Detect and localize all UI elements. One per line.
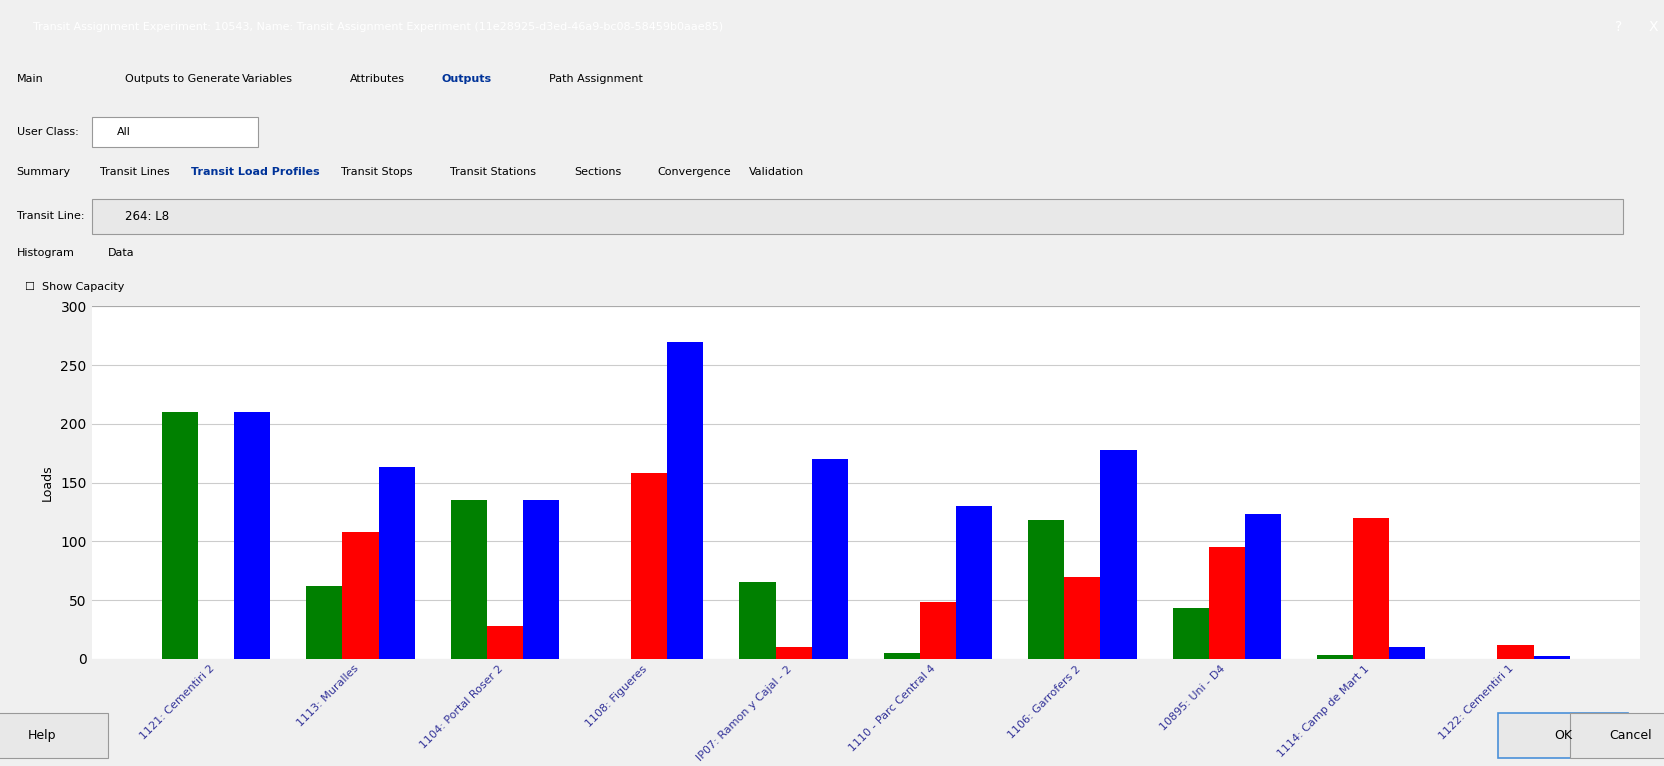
Text: Transit Line:: Transit Line: — [17, 211, 85, 221]
Bar — [235, 412, 270, 659]
Bar — [1063, 577, 1100, 659]
Bar — [810, 459, 847, 659]
Text: Outputs to Generate: Outputs to Generate — [125, 74, 240, 84]
FancyBboxPatch shape — [1498, 712, 1627, 758]
Text: X: X — [1647, 20, 1657, 34]
FancyBboxPatch shape — [92, 199, 1622, 234]
Text: Cancel: Cancel — [1609, 729, 1651, 741]
Text: Sections: Sections — [574, 167, 621, 177]
Text: Validation: Validation — [749, 167, 804, 177]
Text: Transit Stops: Transit Stops — [341, 167, 413, 177]
Text: Help: Help — [27, 729, 57, 741]
FancyBboxPatch shape — [0, 712, 108, 758]
Bar — [1208, 547, 1245, 659]
Bar — [1496, 645, 1533, 659]
Text: OK: OK — [1554, 729, 1571, 741]
Bar — [161, 412, 198, 659]
Text: Histogram: Histogram — [17, 248, 75, 258]
Text: Transit Assignment Experiment: 10543, Name: Transit Assignment Experiment (11e28: Transit Assignment Experiment: 10543, Na… — [33, 21, 722, 32]
FancyBboxPatch shape — [1569, 712, 1664, 758]
Text: User Class:: User Class: — [17, 127, 78, 137]
FancyBboxPatch shape — [92, 117, 258, 147]
Text: Summary: Summary — [17, 167, 72, 177]
Text: ☐  Show Capacity: ☐ Show Capacity — [25, 282, 125, 293]
Bar — [1388, 647, 1424, 659]
Bar — [775, 647, 810, 659]
Text: Variables: Variables — [241, 74, 293, 84]
Text: Transit Stations: Transit Stations — [449, 167, 536, 177]
Bar — [522, 500, 559, 659]
Text: Data: Data — [108, 248, 135, 258]
Bar — [884, 653, 920, 659]
Bar — [667, 342, 702, 659]
Text: Attributes: Attributes — [349, 74, 404, 84]
Bar — [1245, 514, 1280, 659]
Bar — [378, 467, 414, 659]
Bar — [1100, 450, 1137, 659]
Bar — [739, 582, 775, 659]
Bar — [955, 506, 992, 659]
Bar — [486, 626, 522, 659]
Text: ?: ? — [1614, 20, 1621, 34]
Text: Outputs: Outputs — [441, 74, 491, 84]
Text: All: All — [116, 127, 130, 137]
Bar — [1028, 520, 1063, 659]
Bar — [1316, 655, 1353, 659]
Bar — [343, 532, 378, 659]
Text: Transit Lines: Transit Lines — [100, 167, 170, 177]
Text: Transit Load Profiles: Transit Load Profiles — [191, 167, 319, 177]
Text: Convergence: Convergence — [657, 167, 730, 177]
Text: Main: Main — [17, 74, 43, 84]
Bar — [631, 473, 667, 659]
Bar — [1533, 656, 1569, 659]
Bar — [306, 586, 343, 659]
Text: Path Assignment: Path Assignment — [549, 74, 642, 84]
Y-axis label: Loads: Loads — [40, 464, 53, 501]
Bar — [451, 500, 486, 659]
Bar — [1353, 518, 1388, 659]
Bar — [920, 602, 955, 659]
Text: 264: L8: 264: L8 — [125, 210, 170, 223]
Bar — [1171, 608, 1208, 659]
